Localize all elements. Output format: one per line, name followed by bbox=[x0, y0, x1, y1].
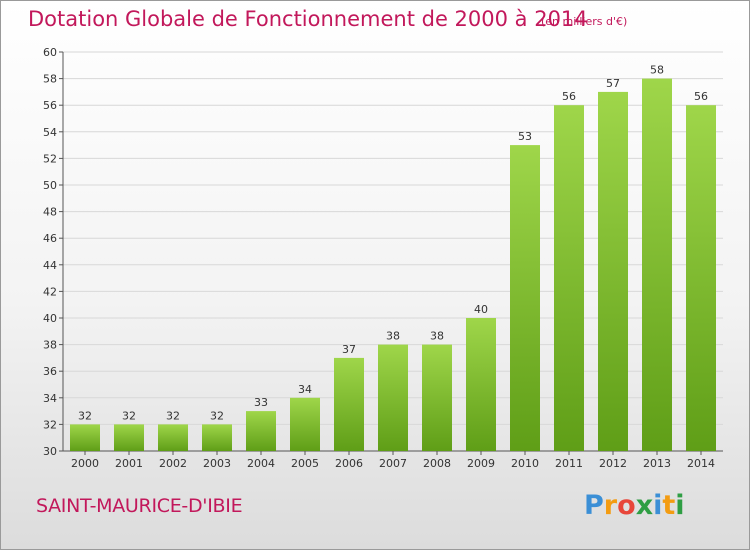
y-tick-label: 36 bbox=[43, 365, 57, 378]
bar-2002 bbox=[158, 424, 188, 451]
data-label: 56 bbox=[694, 90, 708, 103]
bar-2009 bbox=[466, 318, 496, 451]
bar-2000 bbox=[70, 424, 100, 451]
x-tick-label: 2007 bbox=[379, 457, 407, 470]
x-tick-label: 2011 bbox=[555, 457, 583, 470]
bar-2001 bbox=[114, 424, 144, 451]
x-tick-label: 2008 bbox=[423, 457, 451, 470]
x-tick-label: 2009 bbox=[467, 457, 495, 470]
x-tick-label: 2012 bbox=[599, 457, 627, 470]
bar-2010 bbox=[510, 145, 540, 451]
bar-2014 bbox=[686, 105, 716, 451]
data-label: 32 bbox=[122, 409, 136, 422]
logo-letter: i bbox=[675, 490, 685, 521]
data-labels: 32 32 32 32 33 34 37 38 38 40 53 56 57 58 56 bbox=[78, 64, 708, 423]
data-label: 32 bbox=[78, 409, 92, 422]
logo-letter: i bbox=[653, 490, 663, 521]
data-label: 38 bbox=[430, 330, 444, 343]
data-label: 37 bbox=[342, 343, 356, 356]
bar-2008 bbox=[422, 344, 452, 451]
x-tick-label: 2014 bbox=[687, 457, 715, 470]
data-label: 57 bbox=[606, 77, 620, 90]
logo-letter: o bbox=[617, 490, 636, 521]
logo-letter: t bbox=[662, 490, 676, 521]
y-tick-label: 30 bbox=[43, 445, 57, 458]
y-tick-label: 56 bbox=[43, 99, 57, 112]
x-tick-label: 2000 bbox=[71, 457, 99, 470]
x-tick-label: 2003 bbox=[203, 457, 231, 470]
y-tick-label: 42 bbox=[43, 285, 57, 298]
y-tick-label: 54 bbox=[43, 126, 57, 139]
logo-letter: x bbox=[635, 490, 654, 521]
data-label: 32 bbox=[210, 409, 224, 422]
data-label: 33 bbox=[254, 396, 268, 409]
bars bbox=[70, 78, 716, 452]
y-tick-label: 38 bbox=[43, 339, 57, 352]
commune-name: SAINT-MAURICE-D'IBIE bbox=[36, 495, 243, 517]
bar-2013 bbox=[642, 78, 672, 451]
bar-2006 bbox=[334, 357, 364, 451]
data-label: 34 bbox=[298, 383, 312, 396]
data-label: 40 bbox=[474, 303, 488, 316]
x-tick-label: 2010 bbox=[511, 457, 539, 470]
data-label: 53 bbox=[518, 130, 532, 143]
logo-letter: P bbox=[584, 490, 604, 521]
y-tick-label: 44 bbox=[43, 259, 57, 272]
y-tick-label: 48 bbox=[43, 206, 57, 219]
x-tick-label: 2002 bbox=[159, 457, 187, 470]
x-tick-label: 2001 bbox=[115, 457, 143, 470]
bar-2005 bbox=[290, 397, 320, 451]
y-tick-label: 50 bbox=[43, 179, 57, 192]
data-label: 58 bbox=[650, 64, 664, 77]
y-tick-label: 32 bbox=[43, 418, 57, 431]
bar-2012 bbox=[598, 91, 628, 452]
bar-2011 bbox=[554, 105, 584, 451]
bar-2003 bbox=[202, 424, 232, 451]
y-tick-label: 52 bbox=[43, 152, 57, 165]
y-tick-label: 46 bbox=[43, 232, 57, 245]
data-label: 38 bbox=[386, 330, 400, 343]
data-label: 56 bbox=[562, 90, 576, 103]
y-tick-label: 58 bbox=[43, 73, 57, 86]
bar-2007 bbox=[378, 344, 408, 451]
y-tick-label: 60 bbox=[43, 46, 57, 59]
x-tick-label: 2004 bbox=[247, 457, 275, 470]
data-label: 32 bbox=[166, 409, 180, 422]
bar-2004 bbox=[246, 411, 276, 451]
x-tick-label: 2005 bbox=[291, 457, 319, 470]
y-tick-label: 40 bbox=[43, 312, 57, 325]
chart-title: Dotation Globale de Fonctionnement de 20… bbox=[28, 7, 588, 31]
proxiti-logo[interactable]: Proxiti bbox=[584, 490, 685, 521]
x-tick-label: 2013 bbox=[643, 457, 671, 470]
chart-unit-label: (en milliers d'€) bbox=[541, 15, 628, 28]
logo-letter: r bbox=[603, 490, 618, 521]
y-tick-label: 34 bbox=[43, 392, 57, 405]
x-tick-label: 2006 bbox=[335, 457, 363, 470]
